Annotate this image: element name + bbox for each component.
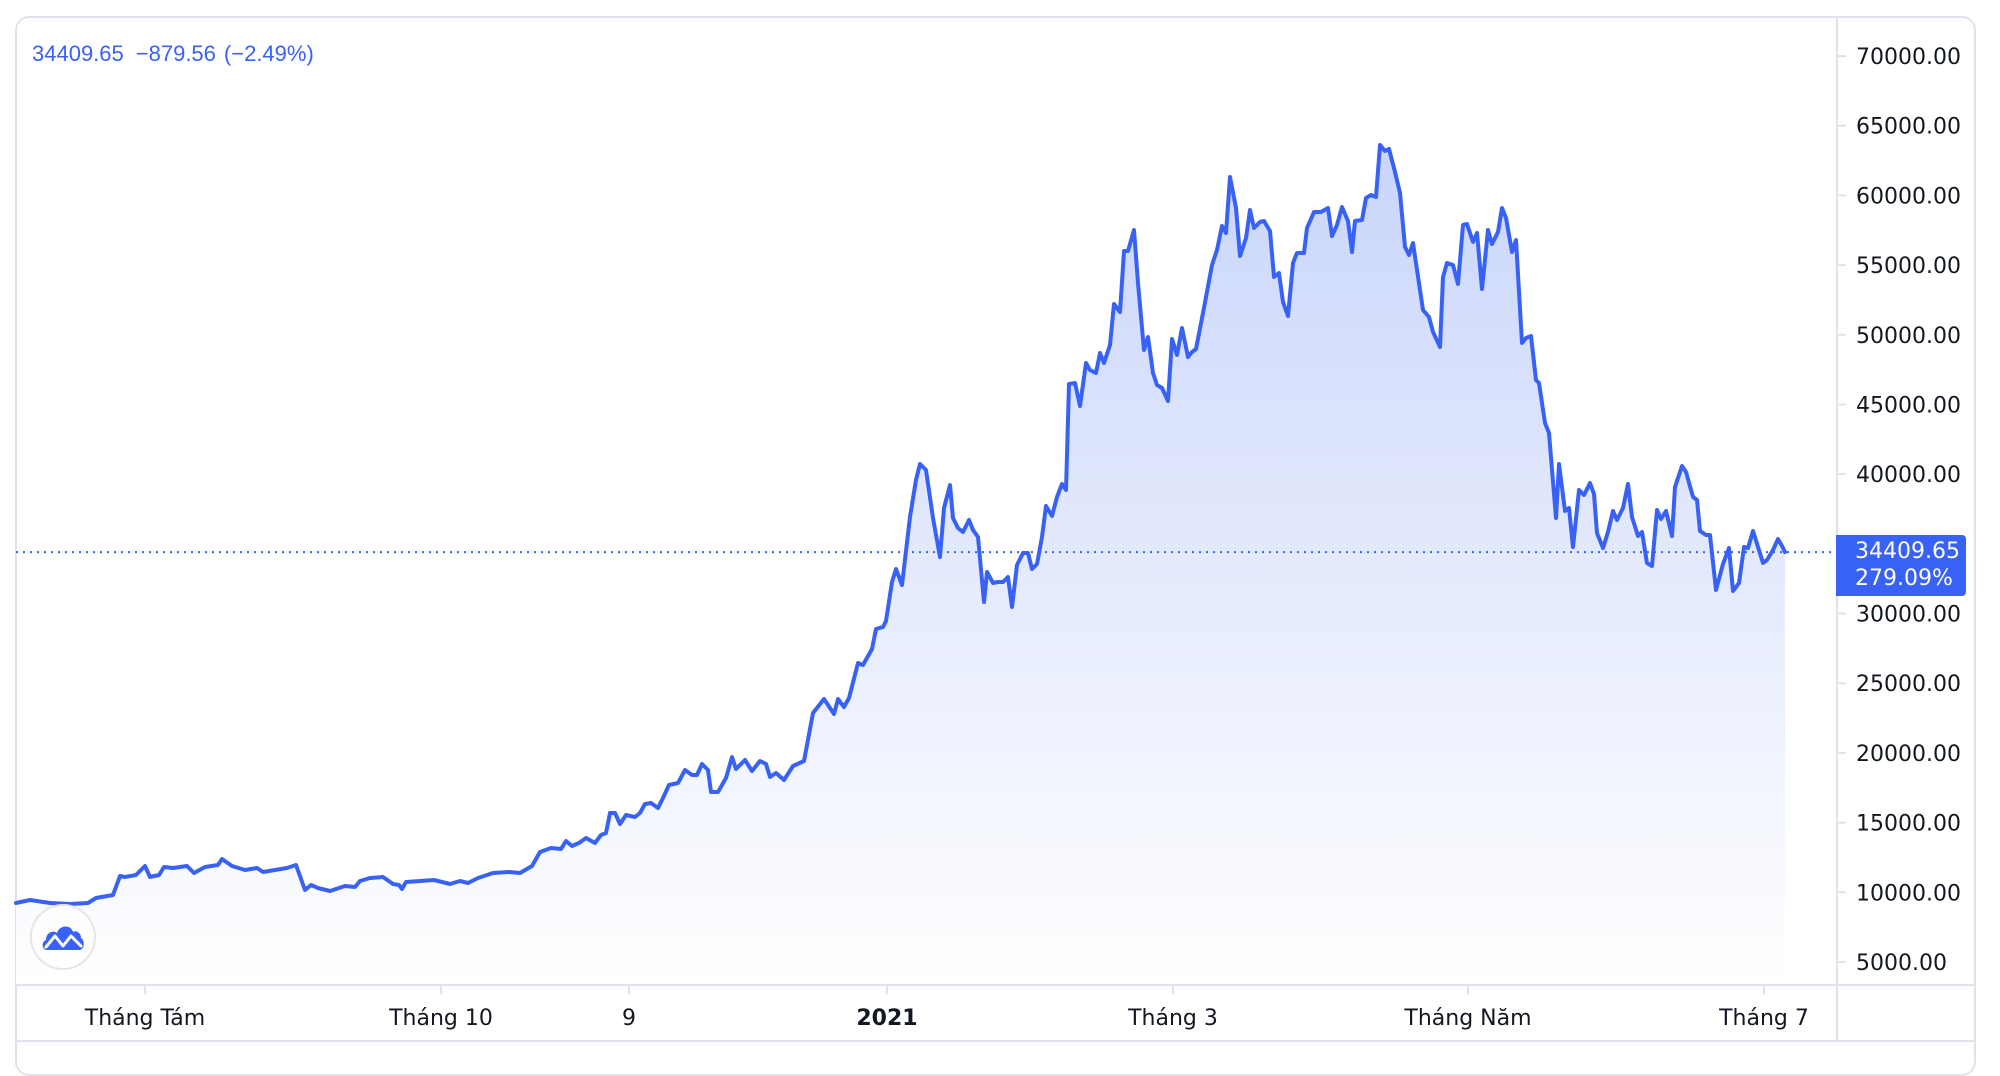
price-tick-label: 70000.00: [1856, 45, 1961, 70]
last-price: 34409.65: [32, 41, 124, 66]
price-line: [14, 143, 1787, 906]
time-tick-label: Tháng Năm: [1403, 1006, 1531, 1031]
price-tick-label: 50000.00: [1856, 324, 1961, 349]
price-legend: 34409.65 −879.56 (−2.49%): [32, 41, 326, 67]
price-tick-label: 20000.00: [1856, 742, 1961, 767]
plot-area[interactable]: [14, 143, 1836, 984]
time-tick-label: Tháng 7: [1718, 1006, 1809, 1031]
price-tick-label: 65000.00: [1856, 115, 1961, 140]
price-tick-label: 10000.00: [1856, 881, 1961, 906]
time-tick-label: Tháng Tám: [84, 1006, 205, 1031]
price-tick-label: 5000.00: [1856, 951, 1947, 976]
last-price-tag-value: 34409.65: [1855, 539, 1960, 564]
price-axis[interactable]: 70000.00 65000.00 60000.00 55000.00 50000.00…: [1837, 45, 1961, 976]
price-area-fill: [16, 145, 1785, 984]
price-tick-label: 25000.00: [1856, 672, 1961, 697]
time-tick-label: 2021: [856, 1006, 917, 1031]
last-price-tag-percent: 279.09%: [1855, 566, 1953, 591]
price-tick-label: 55000.00: [1856, 254, 1961, 279]
price-chart[interactable]: 70000.00 65000.00 60000.00 55000.00 50000.00…: [0, 0, 2000, 1054]
price-tick-label: 45000.00: [1856, 393, 1961, 418]
tradingview-logo-button[interactable]: [30, 904, 96, 970]
cloud-chart-icon: [42, 926, 84, 950]
price-tick-label: 40000.00: [1856, 463, 1961, 488]
price-change-percent: (−2.49%): [223, 41, 314, 66]
time-tick-label: Tháng 10: [388, 1006, 493, 1031]
time-tick-label: Tháng 3: [1127, 1006, 1218, 1031]
price-change: −879.56: [135, 41, 216, 66]
time-tick-label: 9: [622, 1006, 636, 1031]
last-price-tag: 34409.65 279.09%: [1836, 535, 1966, 596]
price-tick-label: 60000.00: [1856, 184, 1961, 209]
price-tick-label: 15000.00: [1856, 812, 1961, 837]
price-tick-label: 30000.00: [1856, 603, 1961, 628]
time-axis[interactable]: Tháng Tám Tháng 10 9 2021 Tháng 3 Tháng Năm Th…: [84, 985, 1809, 1031]
